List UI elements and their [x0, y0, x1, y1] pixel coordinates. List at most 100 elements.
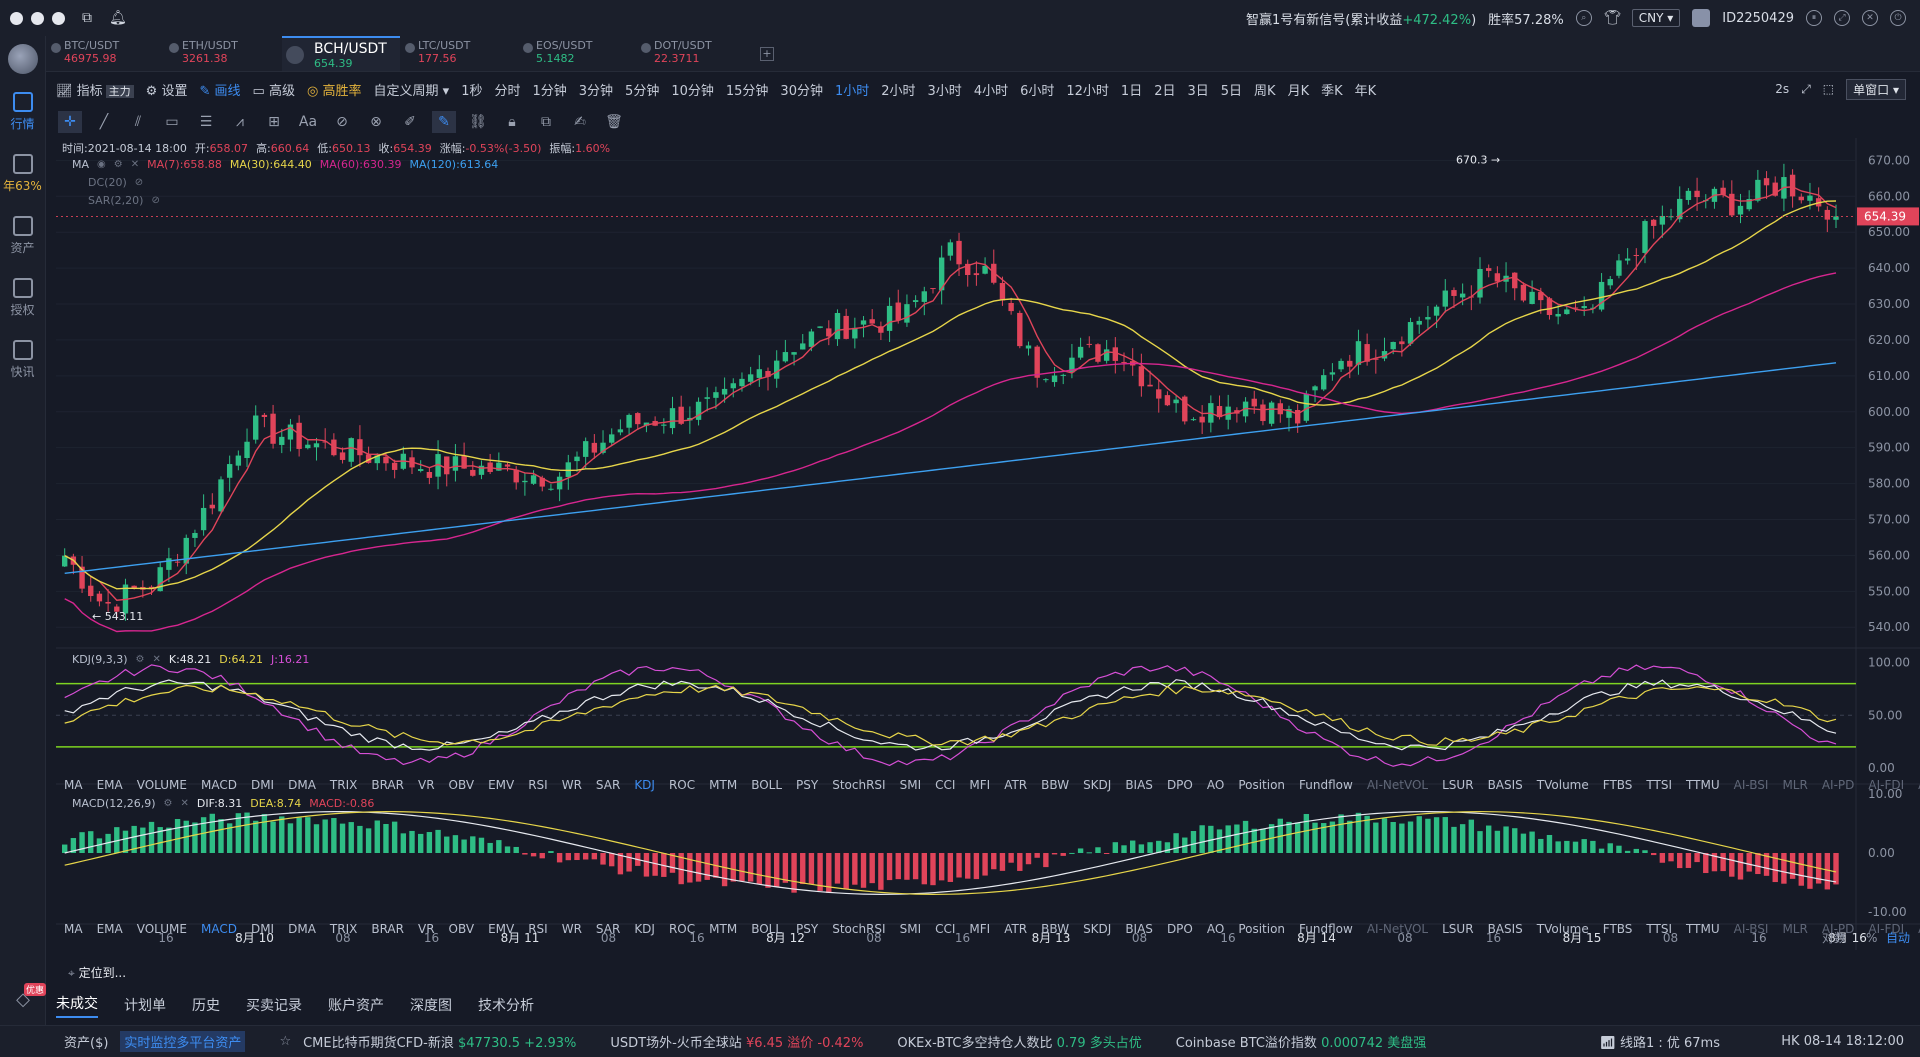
settings-button[interactable]: ⚙ 设置: [145, 83, 188, 99]
indicator-obv[interactable]: OBV: [448, 778, 475, 792]
crosshair-tool-icon[interactable]: ✛: [58, 111, 82, 133]
edit-icon[interactable]: ✍: [574, 114, 586, 130]
indicator-ai-li[interactable]: AI-LI: [1918, 778, 1920, 792]
indicator-roc[interactable]: ROC: [668, 922, 696, 936]
sidebar-item-market[interactable]: 行情: [0, 92, 45, 132]
period-11[interactable]: 4小时: [973, 83, 1009, 99]
indicator-basis[interactable]: BASIS: [1487, 922, 1523, 936]
text-tool-icon[interactable]: Aa: [298, 114, 318, 130]
add-tab-button[interactable]: +: [760, 47, 774, 61]
indicator-dma[interactable]: DMA: [288, 922, 316, 936]
period-2[interactable]: 1分钟: [532, 83, 567, 99]
sidebar-item-assets[interactable]: 资产: [0, 216, 45, 256]
bottom-tab-0[interactable]: 未成交: [56, 993, 98, 1018]
bottom-tab-2[interactable]: 历史: [192, 998, 220, 1014]
eye-icon[interactable]: ◉: [97, 159, 106, 170]
indicator-skdj[interactable]: SKDJ: [1083, 922, 1112, 936]
indicator-boll[interactable]: BOLL: [751, 778, 783, 792]
indicator-trix[interactable]: TRIX: [329, 778, 358, 792]
indicator-volume[interactable]: VOLUME: [136, 922, 187, 936]
period-1[interactable]: 分时: [494, 83, 521, 99]
indicator-atr[interactable]: ATR: [1004, 778, 1028, 792]
indicator-volume[interactable]: VOLUME: [136, 778, 187, 792]
tab-btc[interactable]: BTC/USDT 46975.98: [46, 36, 164, 71]
sidebar-item-yearly[interactable]: 年63%: [0, 154, 45, 194]
indicator-roc[interactable]: ROC: [668, 778, 696, 792]
period-12[interactable]: 6小时: [1020, 83, 1055, 99]
indicator-ttmu[interactable]: TTMU: [1686, 922, 1720, 936]
indicator-psy[interactable]: PSY: [796, 778, 819, 792]
indicator-smi[interactable]: SMI: [899, 778, 922, 792]
star-icon[interactable]: ☆: [279, 1034, 292, 1049]
indicator-tvolume[interactable]: TVolume: [1536, 778, 1589, 792]
period-15[interactable]: 2日: [1154, 83, 1176, 99]
indicator-stochrsi[interactable]: StochRSI: [832, 778, 886, 792]
pattern-tool-icon[interactable]: ⩘: [236, 114, 244, 130]
eraser-icon[interactable]: ✐: [404, 114, 416, 130]
indicator-rsi[interactable]: RSI: [528, 922, 548, 936]
tab-dot[interactable]: DOT/USDT 22.3711: [636, 36, 754, 71]
trash-icon[interactable]: 🗑︎: [605, 114, 623, 130]
period-6[interactable]: 15分钟: [725, 83, 769, 99]
search-icon[interactable]: ⌕: [1575, 10, 1592, 26]
indicator-atr[interactable]: ATR: [1004, 922, 1028, 936]
link-tool-icon[interactable]: ⛓: [469, 114, 487, 130]
locate-button[interactable]: ⌖ 定位到...: [68, 966, 127, 980]
dc-legend[interactable]: DC(20) ⊘: [88, 176, 144, 189]
hidden-eye-icon[interactable]: ⊘: [151, 195, 160, 206]
indicator-dmi[interactable]: DMI: [250, 922, 275, 936]
indicator-button[interactable]: 📈︎ 指标 主力: [56, 80, 134, 99]
sidebar-item-auth[interactable]: 授权: [0, 278, 45, 318]
parallel-line-tool-icon[interactable]: ⫽: [134, 114, 142, 130]
indicator-ttsi[interactable]: TTSI: [1646, 778, 1673, 792]
hidden-eye-icon[interactable]: ⊘: [134, 177, 144, 188]
bell-icon[interactable]: 🔔︎: [109, 10, 127, 26]
magnet-tool-icon[interactable]: ⊘: [336, 114, 348, 130]
indicator-trix[interactable]: TRIX: [329, 922, 358, 936]
custom-period-select[interactable]: 自定义周期 ▾: [373, 83, 450, 99]
close-icon[interactable]: ✕: [180, 798, 189, 809]
indicator-bias[interactable]: BIAS: [1125, 922, 1153, 936]
screenshot-icon[interactable]: ⬚: [1822, 82, 1835, 96]
indicator-mtm[interactable]: MTM: [709, 922, 738, 936]
indicator-ai-fdi[interactable]: AI-FDI: [1868, 922, 1905, 936]
measure-tool-icon[interactable]: ⊞: [268, 114, 280, 130]
lock-icon[interactable]: 🔒︎: [508, 114, 516, 130]
bottom-tab-3[interactable]: 买卖记录: [246, 998, 302, 1014]
tab-ltc[interactable]: LTC/USDT 177.56: [400, 36, 518, 71]
period-10[interactable]: 3小时: [927, 83, 962, 99]
tab-eos[interactable]: EOS/USDT 5.1482: [518, 36, 636, 71]
indicator-ma[interactable]: MA: [64, 922, 83, 936]
indicator-ma[interactable]: MA: [64, 778, 83, 792]
indicator-fundflow[interactable]: Fundflow: [1299, 922, 1353, 936]
indicator-dpo[interactable]: DPO: [1166, 778, 1193, 792]
indicator-brar[interactable]: BRAR: [371, 778, 404, 792]
window-maximize-dot[interactable]: [52, 11, 65, 25]
refresh-interval[interactable]: 2s: [1775, 82, 1790, 96]
indicator-mlr[interactable]: MLR: [1782, 778, 1808, 792]
period-7[interactable]: 30分钟: [780, 83, 823, 99]
tab-bch[interactable]: BCH/USDT 654.39: [282, 36, 400, 71]
indicator-ftbs[interactable]: FTBS: [1602, 778, 1633, 792]
indicator-ema[interactable]: EMA: [96, 922, 123, 936]
pause-icon[interactable]: ⏸: [1806, 10, 1822, 26]
chart-area[interactable]: 670.00 660.00 650.00 640.00 630.00 620.00 610.…: [56, 138, 1920, 950]
fullscreen-icon[interactable]: ⤢: [1834, 10, 1850, 26]
indicator-bbw[interactable]: BBW: [1041, 778, 1070, 792]
indicator-wr[interactable]: WR: [561, 922, 582, 936]
indicator-ai-bsi[interactable]: AI-BSI: [1733, 922, 1769, 936]
fibonacci-tool-icon[interactable]: ☰: [199, 114, 213, 130]
indicator-ai-pd[interactable]: AI-PD: [1821, 922, 1855, 936]
indicator-dpo[interactable]: DPO: [1166, 922, 1193, 936]
close-icon[interactable]: ✕: [152, 654, 161, 665]
hide-drawings-icon[interactable]: ⊗: [370, 114, 382, 130]
close-icon[interactable]: ✕: [1862, 10, 1878, 26]
ticker-cme[interactable]: CME比特币期货CFD-新浪 $47730.5 +2.93%: [303, 1036, 577, 1051]
indicator-mfi[interactable]: MFI: [969, 778, 991, 792]
indicator-position[interactable]: Position: [1238, 922, 1286, 936]
percent-scale-toggle[interactable]: %: [1866, 931, 1877, 945]
period-21[interactable]: 年K: [1354, 83, 1377, 99]
period-16[interactable]: 3日: [1187, 83, 1209, 99]
indicator-ema[interactable]: EMA: [96, 778, 123, 792]
window-minimize-dot[interactable]: [31, 11, 44, 25]
